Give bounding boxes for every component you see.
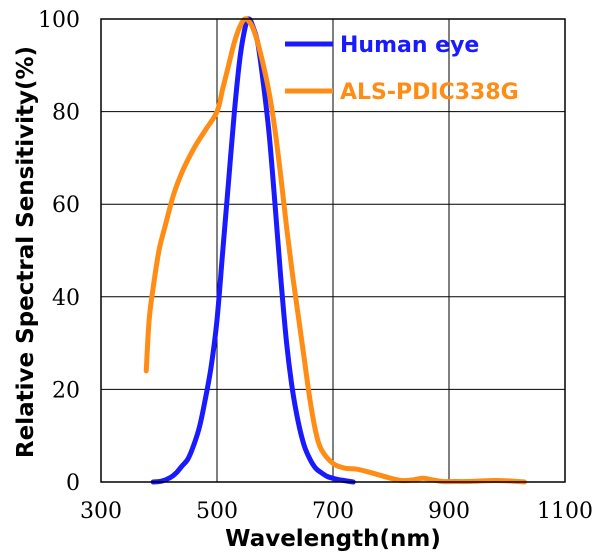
plot-frame: [100, 18, 566, 483]
y-tick-label: 100: [38, 8, 80, 33]
legend: Human eye ALS-PDIC338G: [285, 33, 519, 105]
x-tick-labels: 300 500 700 900 1100: [80, 499, 593, 524]
x-tick-label: 1100: [537, 499, 593, 524]
y-tick-label: 80: [52, 101, 80, 126]
legend-label: ALS-PDIC338G: [340, 80, 519, 105]
x-tick-label: 500: [196, 499, 238, 524]
x-tick-label: 300: [80, 499, 122, 524]
y-tick-label: 60: [52, 193, 80, 218]
y-tick-label: 0: [66, 471, 80, 496]
series-lines: [143, 16, 527, 485]
x-tick-label: 700: [312, 499, 354, 524]
grid: [101, 19, 565, 482]
y-tick-label: 20: [52, 378, 80, 403]
y-tick-label: 40: [52, 286, 80, 311]
x-axis-title: Wavelength(nm): [225, 526, 441, 552]
x-tick-label: 900: [428, 499, 470, 524]
y-tick-labels: 0 20 40 60 80 100: [38, 8, 80, 496]
legend-label: Human eye: [340, 33, 479, 58]
y-axis-title: Relative Spectral Sensitivity(%): [13, 46, 39, 458]
series-line-1: [143, 16, 527, 485]
series-line-0: [150, 16, 356, 485]
